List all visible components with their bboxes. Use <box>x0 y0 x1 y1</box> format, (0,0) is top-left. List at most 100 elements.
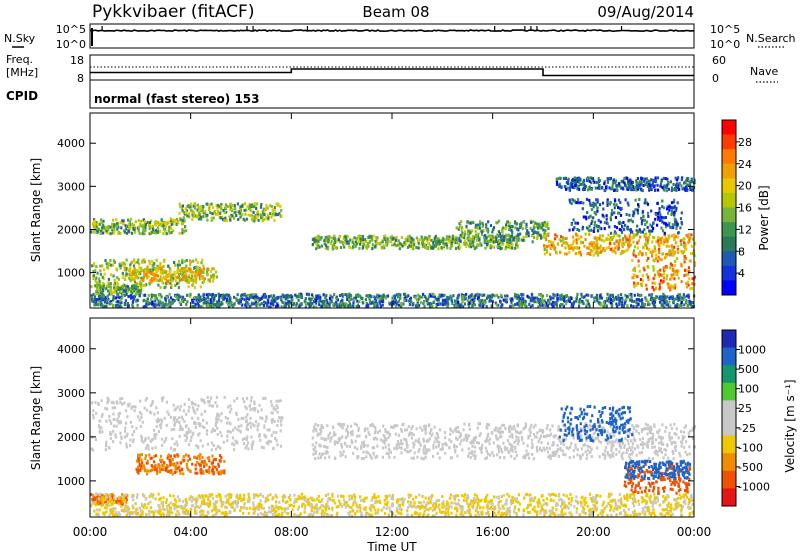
power-cell <box>203 299 206 303</box>
power-cell <box>475 238 478 242</box>
power-cell <box>396 293 399 297</box>
velocity-cell <box>179 404 182 408</box>
power-cell <box>473 299 476 303</box>
power-cell <box>123 289 126 292</box>
power-cell <box>136 260 139 264</box>
power-cell <box>646 211 650 215</box>
power-cell <box>633 235 636 239</box>
power-cell <box>511 234 514 238</box>
power-cell <box>140 219 143 223</box>
power-cell <box>197 295 200 299</box>
power-cell <box>671 223 674 227</box>
power-cell <box>572 235 575 239</box>
power-cell <box>565 252 568 256</box>
power-cell <box>195 296 198 300</box>
power-cell <box>133 295 136 299</box>
power-cell <box>92 274 95 278</box>
power-cell <box>669 295 672 299</box>
power-cell <box>647 256 650 260</box>
power-cell <box>591 216 594 220</box>
velocity-cell <box>97 402 100 405</box>
power-cell <box>610 208 614 212</box>
velocity-cell <box>543 448 546 452</box>
power-cell <box>239 301 242 305</box>
power-cell <box>596 186 600 190</box>
velocity-cell <box>240 417 243 420</box>
velocity-cell <box>249 408 252 412</box>
power-cell <box>463 302 466 306</box>
power-cell <box>485 242 488 246</box>
power-cell <box>170 302 173 306</box>
power-cell <box>564 241 567 244</box>
power-cell <box>93 230 96 234</box>
power-cell <box>558 176 561 180</box>
power-cell <box>131 285 134 289</box>
power-cell <box>273 209 276 213</box>
power-cell <box>665 189 668 193</box>
power-cell <box>633 249 636 253</box>
power-cell <box>172 218 175 222</box>
power-cell <box>572 239 575 243</box>
power-cell <box>92 292 95 296</box>
power-cell <box>594 203 597 207</box>
velocity-cell <box>125 445 128 449</box>
power-cell <box>446 305 449 309</box>
power-cell <box>151 300 154 304</box>
power-cell <box>665 244 668 248</box>
power-cell <box>173 299 176 302</box>
velocity-cell <box>120 437 123 441</box>
power-cell <box>430 294 433 298</box>
power-cell <box>459 233 462 237</box>
velocity-cell <box>194 422 197 426</box>
power-cell <box>232 304 235 308</box>
power-cell <box>575 177 579 180</box>
power-cell <box>623 228 626 232</box>
power-cell <box>152 293 155 297</box>
velocity-cell <box>159 426 162 430</box>
velocity-cell <box>129 438 132 442</box>
power-cell <box>96 271 99 275</box>
velocity-cell <box>504 427 507 430</box>
power-cell <box>105 262 108 266</box>
power-cell <box>662 206 665 210</box>
power-cell <box>663 184 666 188</box>
power-cell <box>677 231 680 235</box>
power-cell <box>124 263 127 267</box>
power-cell <box>187 267 190 271</box>
power-cell <box>148 223 151 227</box>
power-cell <box>107 297 110 301</box>
velocity-cell <box>109 421 113 425</box>
power-cell <box>178 211 181 215</box>
velocity-cell <box>356 447 359 451</box>
power-cell <box>102 225 105 229</box>
power-cell <box>214 294 217 298</box>
power-cell <box>576 246 579 250</box>
power-cell <box>437 240 440 244</box>
power-cell <box>674 234 677 238</box>
velocity-cell <box>251 442 254 446</box>
velocity-cell <box>234 426 237 430</box>
power-cell <box>113 228 116 232</box>
power-cell <box>213 302 216 306</box>
power-cell <box>684 257 687 260</box>
velocity-cell <box>227 405 230 409</box>
power-cell <box>286 295 289 299</box>
power-cell <box>617 246 620 250</box>
power-cell <box>142 275 145 279</box>
power-cell <box>564 176 567 180</box>
power-cell <box>675 220 678 224</box>
power-cell <box>183 270 186 273</box>
power-cell <box>246 301 249 305</box>
velocity-cell <box>199 422 202 426</box>
power-cell <box>624 234 627 238</box>
power-cell <box>325 298 328 302</box>
velocity-cell <box>117 420 120 424</box>
velocity-cell <box>161 399 164 403</box>
power-cell <box>555 181 559 184</box>
power-cell <box>690 233 693 237</box>
velocity-cell <box>215 415 218 419</box>
velocity-cell <box>279 444 282 448</box>
power-cell <box>199 269 202 273</box>
velocity-cell <box>116 419 119 423</box>
velocity-cell <box>231 442 234 446</box>
